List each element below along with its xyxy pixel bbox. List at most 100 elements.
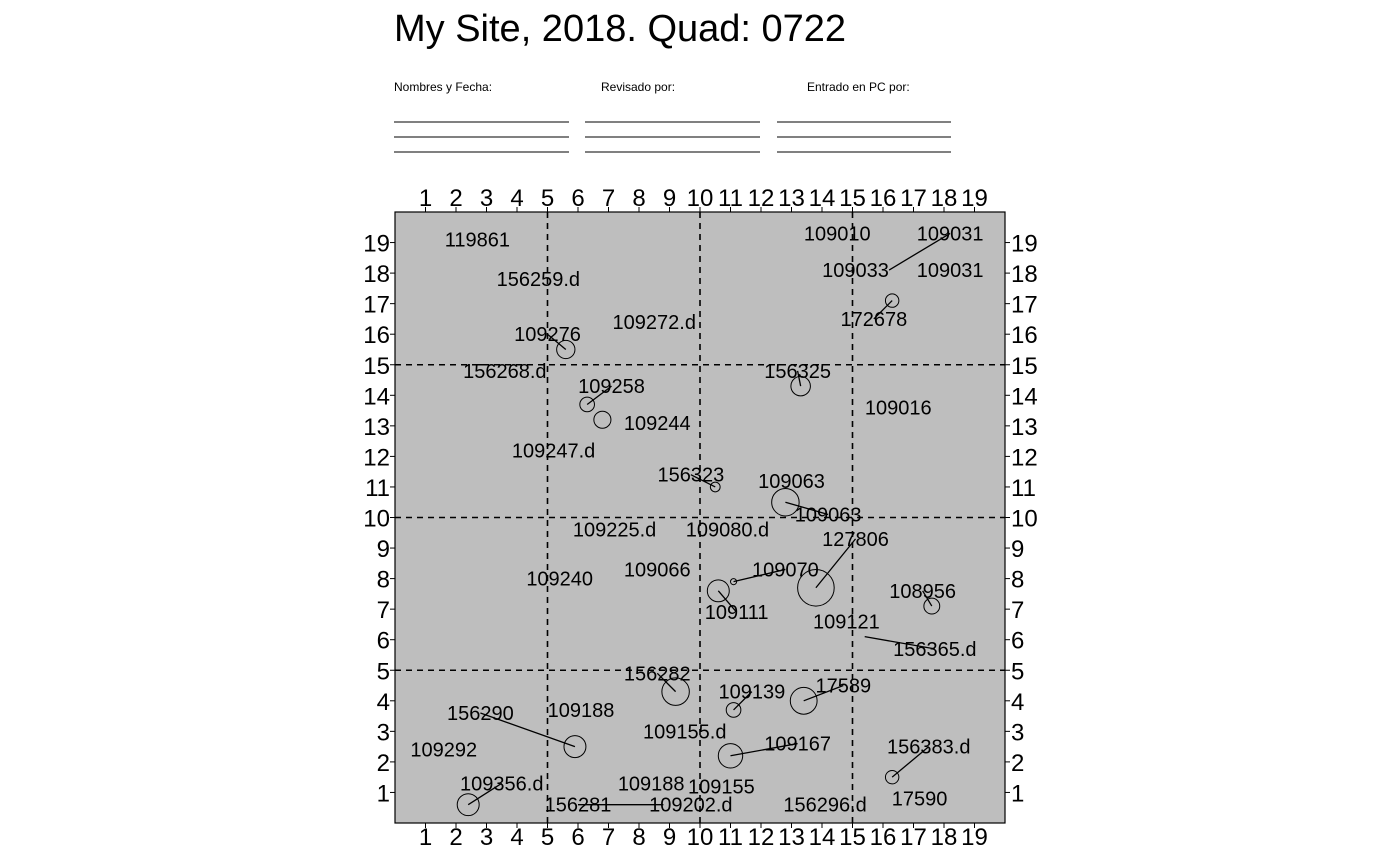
- tick-label-right: 2: [1011, 750, 1024, 777]
- tick-label-left: 14: [363, 383, 390, 410]
- tree-stem-circle: [579, 396, 595, 413]
- tick-label-right: 7: [1011, 597, 1024, 624]
- tick-label-left: 17: [363, 292, 390, 319]
- tree-tag-label: 109202.d: [649, 795, 732, 817]
- subquadrat-dividers: [395, 212, 1005, 823]
- tick-label-top: 10: [687, 185, 714, 212]
- tick-label-bottom: 8: [632, 824, 645, 851]
- tree-tag-label: 109155: [688, 776, 755, 798]
- plot-frame: [394, 211, 1006, 824]
- tree-leader-line: [467, 782, 503, 806]
- tick-label-bottom: 17: [900, 824, 927, 851]
- tick-label-left: 1: [377, 780, 390, 807]
- tree-tag-label: 109188: [618, 773, 685, 795]
- tree-leader-line: [586, 385, 612, 405]
- tick-label-left: 2: [377, 750, 390, 777]
- tree-tag-label: 172678: [840, 309, 907, 331]
- tree-leader-line: [717, 590, 738, 613]
- tick-label-left: 10: [363, 506, 390, 533]
- tree-leader-line: [480, 712, 576, 748]
- tick-label-top: 2: [449, 185, 462, 212]
- tree-tag-label: 109010: [804, 223, 871, 245]
- tick-label-top: 9: [663, 185, 676, 212]
- tree-stem-circle: [797, 568, 835, 607]
- tick-label-bottom: 9: [663, 824, 676, 851]
- tree-leader-line: [733, 568, 786, 583]
- tick-label-right: 17: [1011, 292, 1038, 319]
- tree-stem-circle: [593, 410, 612, 429]
- tree-leader-line: [922, 590, 933, 607]
- tick-label-top: 16: [870, 185, 897, 212]
- tree-tag-label: 109272.d: [613, 312, 696, 334]
- tick-label-left: 11: [365, 475, 390, 502]
- tick-label-right: 1: [1011, 780, 1024, 807]
- tree-tag-label: 156290: [447, 703, 514, 725]
- tree-tag-label: 109258: [578, 376, 645, 398]
- tick-label-top: 4: [510, 185, 523, 212]
- tree-tag-label: 156268.d: [463, 361, 546, 383]
- tick-label-right: 6: [1011, 628, 1024, 655]
- tick-label-bottom: 7: [602, 824, 615, 851]
- tick-label-right: 14: [1011, 383, 1038, 410]
- signature-lines: [394, 121, 951, 153]
- tree-leader-line: [796, 370, 802, 387]
- tree-stem-circle: [717, 743, 744, 769]
- tree-stem-circle: [730, 578, 738, 586]
- tree-tag-label: 109070: [752, 559, 819, 581]
- tick-label-left: 13: [363, 414, 390, 441]
- tick-label-right: 15: [1011, 353, 1038, 380]
- tree-tag-label: 109247.d: [512, 440, 595, 462]
- tree-tag-label: 156325: [764, 361, 831, 383]
- tree-stem-circle: [563, 735, 587, 759]
- tree-tag-label: 109356.d: [460, 773, 543, 795]
- tree-leader-line: [803, 684, 844, 702]
- tick-label-top: 14: [809, 185, 836, 212]
- tick-label-top: 8: [632, 185, 645, 212]
- tree-tag-label: 108956: [889, 581, 956, 603]
- tree-tag-label: 127806: [822, 529, 889, 551]
- tick-label-left: 8: [377, 567, 390, 594]
- tree-tag-label: 109063: [795, 504, 862, 526]
- tree-tag-label: 109225.d: [573, 520, 656, 542]
- tick-label-left: 5: [377, 658, 390, 685]
- tree-leader-line: [730, 742, 798, 757]
- tick-label-left: 4: [377, 689, 390, 716]
- tick-label-top: 5: [541, 185, 554, 212]
- tick-label-left: 12: [363, 444, 390, 471]
- tree-tag-label: 109155.d: [643, 721, 726, 743]
- tree-tag-label: 109139: [718, 682, 785, 704]
- tree-stem-circle: [790, 375, 811, 397]
- tick-label-bottom: 15: [839, 824, 866, 851]
- tick-label-right: 19: [1011, 231, 1038, 258]
- tick-label-right: 8: [1011, 567, 1024, 594]
- tick-label-top: 17: [900, 185, 927, 212]
- tick-label-top: 1: [419, 185, 432, 212]
- tick-label-left: 7: [377, 597, 390, 624]
- tree-tag-label: 109188: [548, 700, 615, 722]
- tree-stem-circle: [725, 702, 742, 718]
- tree-tag-label: 156323: [657, 465, 724, 487]
- tree-leader-line: [891, 746, 930, 778]
- tree-tag-label: 109244: [624, 413, 691, 435]
- tree-tag-label: 156281: [545, 795, 612, 817]
- tree-stem-circle: [923, 597, 941, 615]
- tick-label-top: 12: [748, 185, 775, 212]
- tick-label-top: 18: [931, 185, 958, 212]
- tick-label-right: 3: [1011, 719, 1024, 746]
- tick-label-bottom: 13: [778, 824, 805, 851]
- tree-tag-label: 17590: [892, 789, 948, 811]
- tick-label-top: 3: [480, 185, 493, 212]
- tick-label-right: 9: [1011, 536, 1024, 563]
- tree-tag-label: 109080.d: [686, 520, 769, 542]
- entered-pc-label: Entrado en PC por:: [807, 80, 910, 94]
- tick-label-left: 16: [363, 322, 390, 349]
- tick-label-right: 4: [1011, 689, 1024, 716]
- tick-label-bottom: 11: [718, 824, 743, 851]
- tick-label-left: 15: [363, 353, 390, 380]
- tree-tag-label: 109031: [917, 260, 984, 282]
- tick-label-top: 19: [961, 185, 988, 212]
- tick-label-bottom: 1: [419, 824, 432, 851]
- tick-label-bottom: 12: [748, 824, 775, 851]
